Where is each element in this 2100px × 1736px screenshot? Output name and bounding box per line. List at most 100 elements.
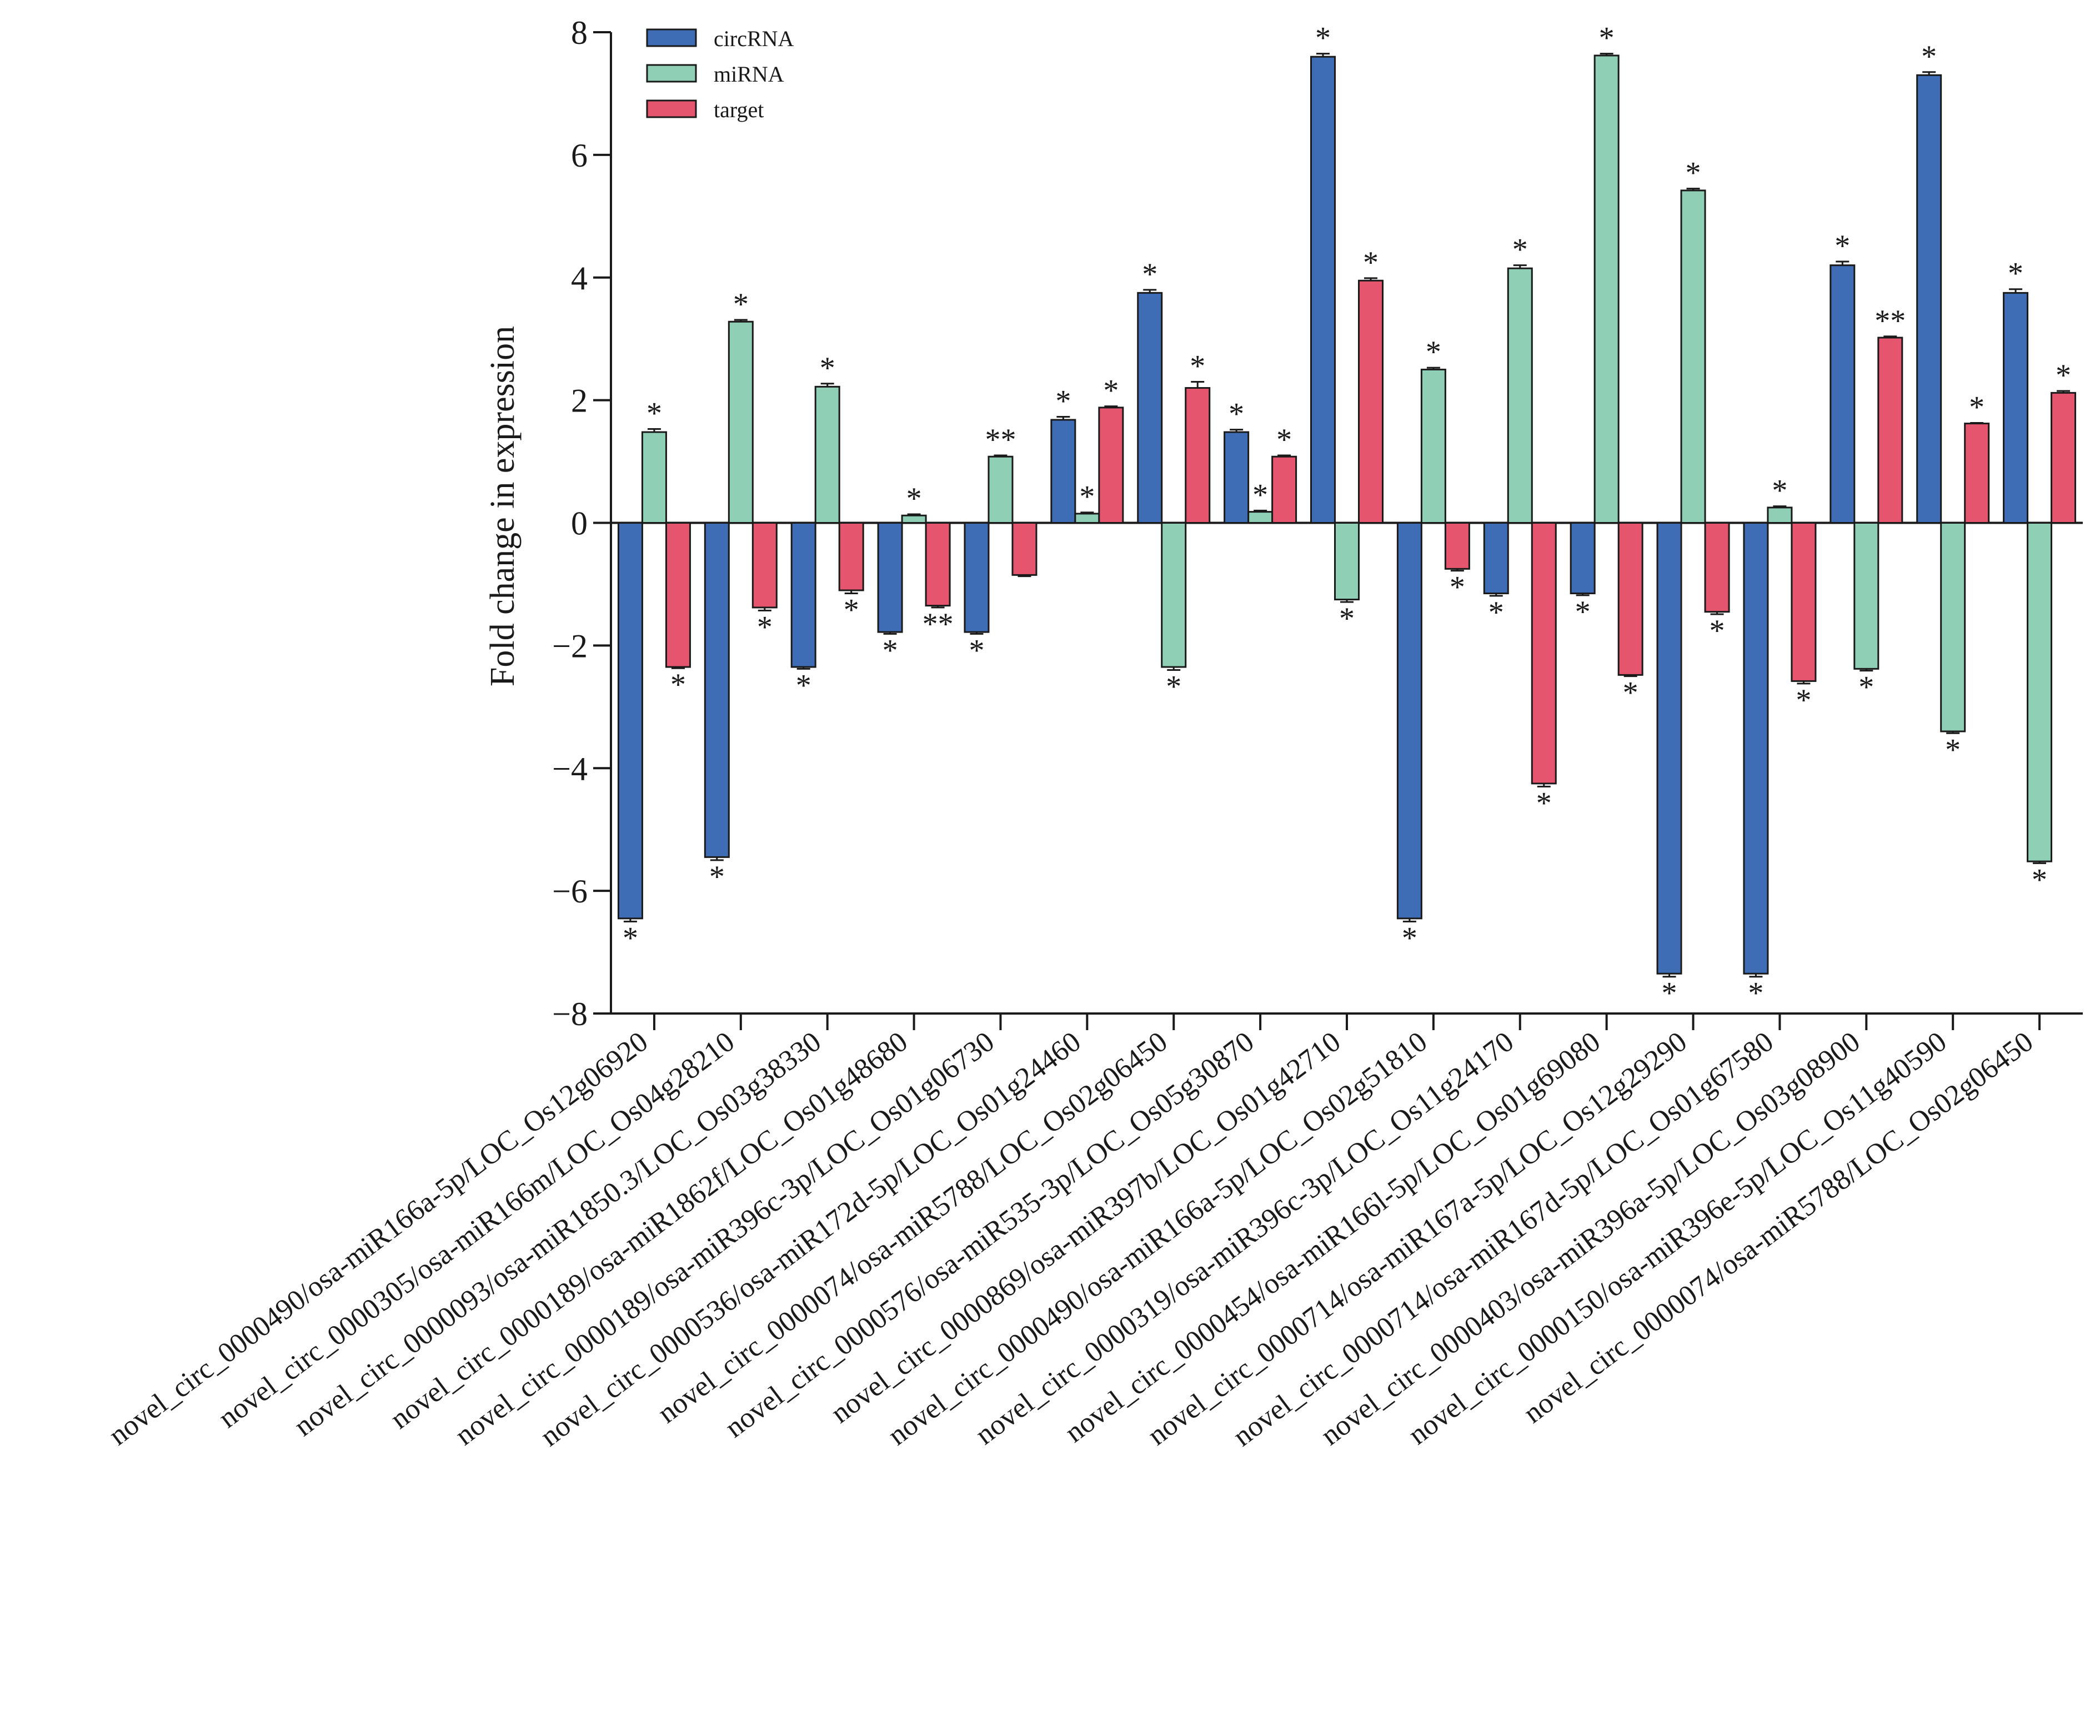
significance-marker: * bbox=[1858, 670, 1874, 705]
significance-marker: * bbox=[1103, 374, 1119, 408]
significance-marker: * bbox=[646, 397, 662, 431]
significance-marker: ** bbox=[1875, 304, 1906, 338]
significance-marker: * bbox=[1142, 257, 1157, 292]
significance-marker: * bbox=[2032, 862, 2047, 897]
bar-circRNA bbox=[1656, 522, 1682, 975]
bar-target bbox=[751, 522, 778, 609]
bar-target bbox=[1791, 522, 1817, 682]
bar-target bbox=[1964, 423, 1990, 524]
significance-marker: * bbox=[1450, 570, 1465, 605]
significance-marker: ** bbox=[985, 423, 1016, 457]
significance-marker: * bbox=[1945, 732, 1961, 767]
y-tick-label: 6 bbox=[571, 137, 588, 174]
y-tick-label: 8 bbox=[571, 14, 588, 51]
y-tick-label: −4 bbox=[552, 750, 588, 787]
bar-miRNA bbox=[901, 514, 927, 524]
bar-circRNA bbox=[1483, 522, 1509, 595]
significance-marker: * bbox=[796, 668, 811, 703]
bar-circRNA bbox=[1224, 431, 1250, 524]
significance-marker: * bbox=[1969, 390, 1984, 424]
significance-marker: * bbox=[1276, 423, 1292, 457]
significance-marker: ** bbox=[923, 607, 954, 641]
significance-marker: * bbox=[2008, 257, 2023, 291]
y-tick-label: 0 bbox=[571, 505, 588, 542]
significance-marker: * bbox=[1426, 335, 1441, 369]
bar-circRNA bbox=[1137, 292, 1163, 524]
significance-marker: * bbox=[670, 668, 686, 702]
significance-marker: * bbox=[1055, 384, 1071, 418]
significance-marker: * bbox=[623, 921, 638, 955]
bar-miRNA bbox=[1940, 522, 1966, 732]
legend-label-miRNA: miRNA bbox=[714, 62, 784, 87]
significance-marker: * bbox=[2056, 358, 2071, 393]
significance-marker: * bbox=[1623, 676, 1638, 710]
bar-circRNA bbox=[2003, 292, 2029, 524]
bar-target bbox=[2051, 392, 2077, 524]
significance-marker: * bbox=[1339, 601, 1355, 636]
significance-marker: * bbox=[1710, 614, 1725, 648]
significance-marker: * bbox=[883, 633, 898, 668]
legend-swatch-circRNA bbox=[646, 28, 697, 47]
bar-target bbox=[1704, 522, 1730, 613]
y-tick-label: −2 bbox=[552, 628, 588, 664]
legend: circRNA miRNA target bbox=[646, 26, 794, 122]
bars bbox=[617, 53, 2077, 978]
bar-target bbox=[1617, 522, 1643, 676]
bar-miRNA bbox=[988, 455, 1014, 524]
bar-miRNA bbox=[728, 320, 754, 524]
significance-marker: * bbox=[820, 351, 835, 385]
significance-marker: * bbox=[1488, 595, 1504, 630]
bar-circRNA bbox=[1916, 74, 1942, 524]
bar-miRNA bbox=[1334, 522, 1360, 601]
bar-miRNA bbox=[1507, 267, 1533, 524]
legend-label-target: target bbox=[714, 97, 764, 122]
bar-circRNA bbox=[1050, 419, 1076, 524]
legend-swatch-miRNA bbox=[646, 64, 697, 83]
bar-circRNA bbox=[1830, 264, 1856, 524]
y-tick-label: 2 bbox=[571, 383, 588, 419]
bar-miRNA bbox=[1247, 511, 1274, 524]
significance-marker: * bbox=[1835, 229, 1850, 263]
bar-target bbox=[1531, 522, 1557, 785]
significance-marker: * bbox=[1402, 921, 1417, 955]
significance-marker: * bbox=[1512, 233, 1528, 267]
bar-target bbox=[838, 522, 864, 591]
bar-miRNA bbox=[814, 385, 840, 524]
significance-marker: * bbox=[1748, 976, 1763, 1011]
bar-miRNA bbox=[1853, 522, 1880, 670]
bar-target bbox=[1358, 279, 1384, 524]
bar-target bbox=[1011, 522, 1038, 576]
significance-marker: * bbox=[1662, 976, 1677, 1011]
bar-miRNA bbox=[1420, 368, 1446, 524]
bar-circRNA bbox=[1310, 56, 1336, 524]
legend-swatch-target bbox=[646, 99, 697, 118]
significance-marker: * bbox=[1772, 474, 1787, 508]
bar-target bbox=[925, 522, 951, 607]
y-tick-label: −8 bbox=[552, 996, 588, 1032]
bar-target bbox=[665, 522, 691, 668]
significance-marker: * bbox=[906, 481, 922, 516]
bar-miRNA bbox=[1767, 506, 1793, 524]
significance-marker: * bbox=[1229, 397, 1244, 432]
y-axis-title: Fold change in expression bbox=[484, 326, 522, 686]
bar-circRNA bbox=[1743, 522, 1769, 975]
bar-target bbox=[1271, 455, 1297, 524]
bar-miRNA bbox=[1074, 513, 1100, 524]
bar-circRNA bbox=[877, 522, 903, 633]
significance-marker: * bbox=[969, 633, 984, 668]
significance-marker: * bbox=[1536, 786, 1552, 820]
significance-marker: * bbox=[1921, 39, 1937, 74]
y-tick-label: −6 bbox=[552, 873, 588, 910]
bar-miRNA bbox=[1593, 54, 1620, 524]
significance-marker: * bbox=[757, 610, 773, 644]
significance-marker: * bbox=[1575, 595, 1591, 629]
bar-target bbox=[1185, 387, 1211, 524]
legend-label-circRNA: circRNA bbox=[714, 26, 794, 51]
bar-target bbox=[1444, 522, 1470, 570]
y-tick-label: 4 bbox=[571, 260, 588, 297]
significance-marker: * bbox=[1315, 21, 1331, 56]
significance-marker: * bbox=[1363, 245, 1379, 280]
bar-circRNA bbox=[1570, 522, 1596, 595]
